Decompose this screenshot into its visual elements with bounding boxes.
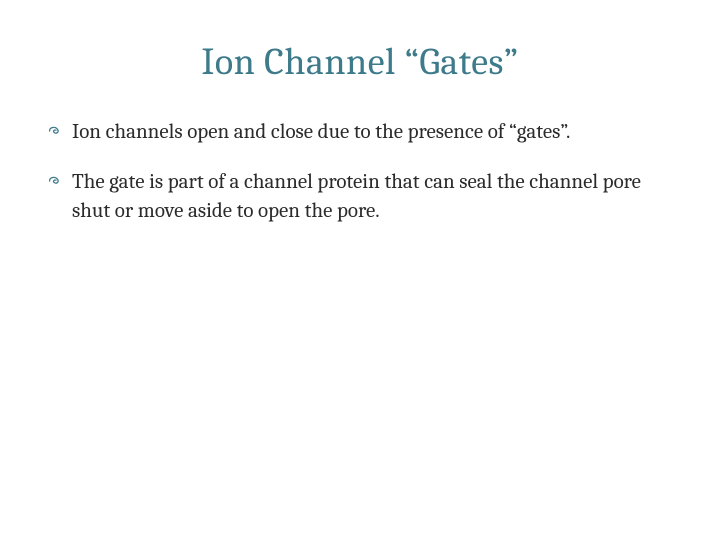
swirl-bullet-icon — [48, 124, 64, 138]
bullet-text: Ion channels open and close due to the p… — [72, 118, 570, 146]
slide-title: Ion Channel “Gates” — [48, 40, 672, 84]
bullet-item: The gate is part of a channel protein th… — [48, 168, 672, 225]
slide-container: Ion Channel “Gates” Ion channels open an… — [0, 0, 720, 540]
bullet-text: The gate is part of a channel protein th… — [72, 168, 672, 225]
swirl-bullet-icon — [48, 174, 64, 188]
bullet-item: Ion channels open and close due to the p… — [48, 118, 672, 146]
